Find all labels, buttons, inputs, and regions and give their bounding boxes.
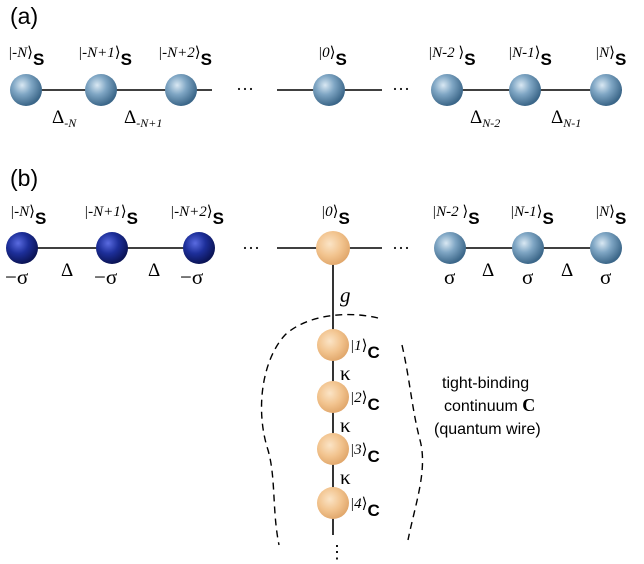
continuum-note-line-1: tight-binding — [442, 375, 529, 392]
site-a-2 — [85, 74, 117, 106]
wire-ket-4: |4⟩C — [350, 496, 380, 520]
wire-ket-2: |2⟩C — [350, 390, 380, 414]
ket-b-2: |-N+1⟩S — [84, 204, 138, 228]
site-b-center — [316, 231, 350, 265]
sigma-left-2: −σ — [94, 265, 117, 289]
panel-b-label: (b) — [10, 165, 38, 191]
gap-a-1: Δ-N — [52, 107, 77, 130]
continuum-note-line-2: continuum C — [444, 395, 535, 415]
delta-left-2: Δ — [148, 260, 160, 281]
ket-a-3: |-N+2⟩S — [158, 45, 212, 69]
delta-right-2: Δ — [561, 260, 573, 281]
ket-a-2: |-N+1⟩S — [78, 45, 132, 69]
wire-site-4 — [317, 487, 349, 519]
delta-left-1: Δ — [61, 260, 73, 281]
kappa-2: κ — [340, 413, 351, 437]
site-a-7 — [590, 74, 622, 106]
site-b-5 — [434, 232, 466, 264]
site-a-5 — [431, 74, 463, 106]
gap-a-4: ΔN-1 — [551, 107, 581, 130]
vertical-ellipsis: ⋮ — [328, 542, 346, 562]
ellipsis-b-right: ··· — [392, 238, 410, 258]
ket-a-5: |N-2 ⟩S — [428, 45, 476, 69]
wire-site-1 — [317, 329, 349, 361]
site-a-3 — [165, 74, 197, 106]
sigma-left-3: −σ — [180, 265, 203, 289]
sigma-left-1: −σ — [5, 265, 28, 289]
ellipsis-a-right: ··· — [392, 79, 410, 99]
kappa-1: κ — [340, 361, 351, 385]
wire-ket-3: |3⟩C — [350, 442, 380, 466]
coupling-g-label: g — [340, 283, 351, 307]
panel-a-label: (a) — [10, 3, 38, 29]
ket-a-7: |N⟩S — [595, 45, 626, 69]
ket-b-6: |N-1⟩S — [510, 204, 554, 228]
site-b-2 — [96, 232, 128, 264]
wire-ket-1: |1⟩C — [350, 338, 380, 362]
sigma-right-2: σ — [522, 265, 533, 289]
chain-b-sites — [6, 231, 622, 265]
kappa-3: κ — [340, 465, 351, 489]
ket-a-4: |0⟩S — [318, 45, 347, 69]
ket-b-4: |0⟩S — [321, 204, 350, 228]
site-a-6 — [509, 74, 541, 106]
ket-b-7: |N⟩S — [595, 204, 626, 228]
ket-a-1: |-N⟩S — [8, 45, 44, 69]
wire-site-3 — [317, 433, 349, 465]
site-b-6 — [512, 232, 544, 264]
gap-a-2: Δ-N+1 — [124, 107, 162, 130]
site-b-3 — [183, 232, 215, 264]
continuum-boundary — [260, 313, 424, 546]
gap-a-3: ΔN-2 — [470, 107, 500, 130]
sigma-right-3: σ — [600, 265, 611, 289]
ket-b-5: |N-2 ⟩S — [432, 204, 480, 228]
wire-site-2 — [317, 381, 349, 413]
continuum-note-line-3: (quantum wire) — [434, 421, 541, 438]
site-a-1 — [10, 74, 42, 106]
ellipsis-a-left: ··· — [236, 79, 254, 99]
sigma-right-1: σ — [444, 265, 455, 289]
ket-b-1: |-N⟩S — [10, 204, 46, 228]
site-a-4 — [313, 74, 345, 106]
chain-a-sites — [10, 74, 622, 106]
ket-b-3: |-N+2⟩S — [170, 204, 224, 228]
wire-sites — [317, 329, 349, 519]
site-b-7 — [590, 232, 622, 264]
site-b-1 — [6, 232, 38, 264]
ellipsis-b-left: ··· — [242, 238, 260, 258]
ket-a-6: |N-1⟩S — [508, 45, 552, 69]
delta-right-1: Δ — [482, 260, 494, 281]
